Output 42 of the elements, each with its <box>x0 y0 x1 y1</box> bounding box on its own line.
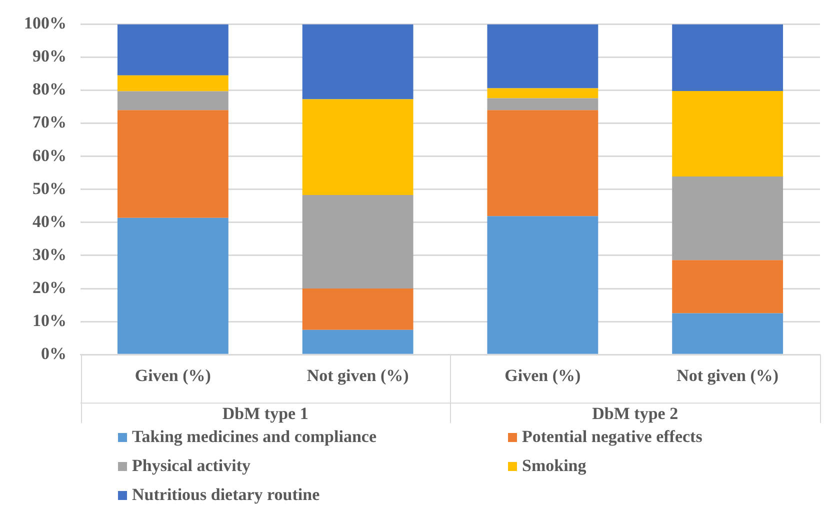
y-tick-label: 60% <box>32 146 66 165</box>
bar <box>487 88 598 98</box>
legend-label: Nutritious dietary routine <box>132 485 320 505</box>
bar <box>672 260 784 314</box>
y-tick-label: 30% <box>32 244 66 264</box>
y-tick-label: 10% <box>32 310 66 330</box>
bar <box>487 110 598 216</box>
bar <box>117 91 228 110</box>
bar <box>672 176 784 260</box>
legend-label: Taking medicines and compliance <box>132 427 376 447</box>
legend-label: Potential negative effects <box>522 427 702 447</box>
bar <box>487 24 598 88</box>
y-tick-label: 80% <box>32 80 66 99</box>
y-tick-label: 40% <box>32 212 66 231</box>
y-tick-label: 0% <box>41 344 66 363</box>
text: DbM type 2 <box>592 404 678 423</box>
x-tick-label: Not given (%) <box>306 366 409 386</box>
bar <box>302 330 414 354</box>
y-tick-label: 100% <box>24 14 66 33</box>
bar <box>117 75 228 92</box>
text: DbM type 1 <box>222 404 308 423</box>
y-tick-label: 20% <box>32 278 66 297</box>
bar <box>672 24 784 91</box>
bar <box>487 98 598 110</box>
y-tick-label: 50% <box>32 178 66 198</box>
y-tick-label: 70% <box>32 112 66 132</box>
x-tick-label: Given (%) <box>504 366 581 386</box>
bar <box>117 110 228 218</box>
bar <box>302 24 414 100</box>
bar <box>487 216 598 354</box>
bar <box>302 195 414 289</box>
legend-label: Smoking <box>522 456 586 476</box>
legend-label: Physical activity <box>132 456 251 476</box>
y-tick-label: 90% <box>32 46 66 66</box>
bar <box>672 90 784 177</box>
bar <box>302 99 414 196</box>
x-tick-label: Not given (%) <box>676 366 779 386</box>
x-tick-label: Given (%) <box>134 366 211 386</box>
bar <box>117 218 228 354</box>
bar <box>672 313 784 354</box>
bar <box>117 24 228 76</box>
bar <box>302 288 414 330</box>
